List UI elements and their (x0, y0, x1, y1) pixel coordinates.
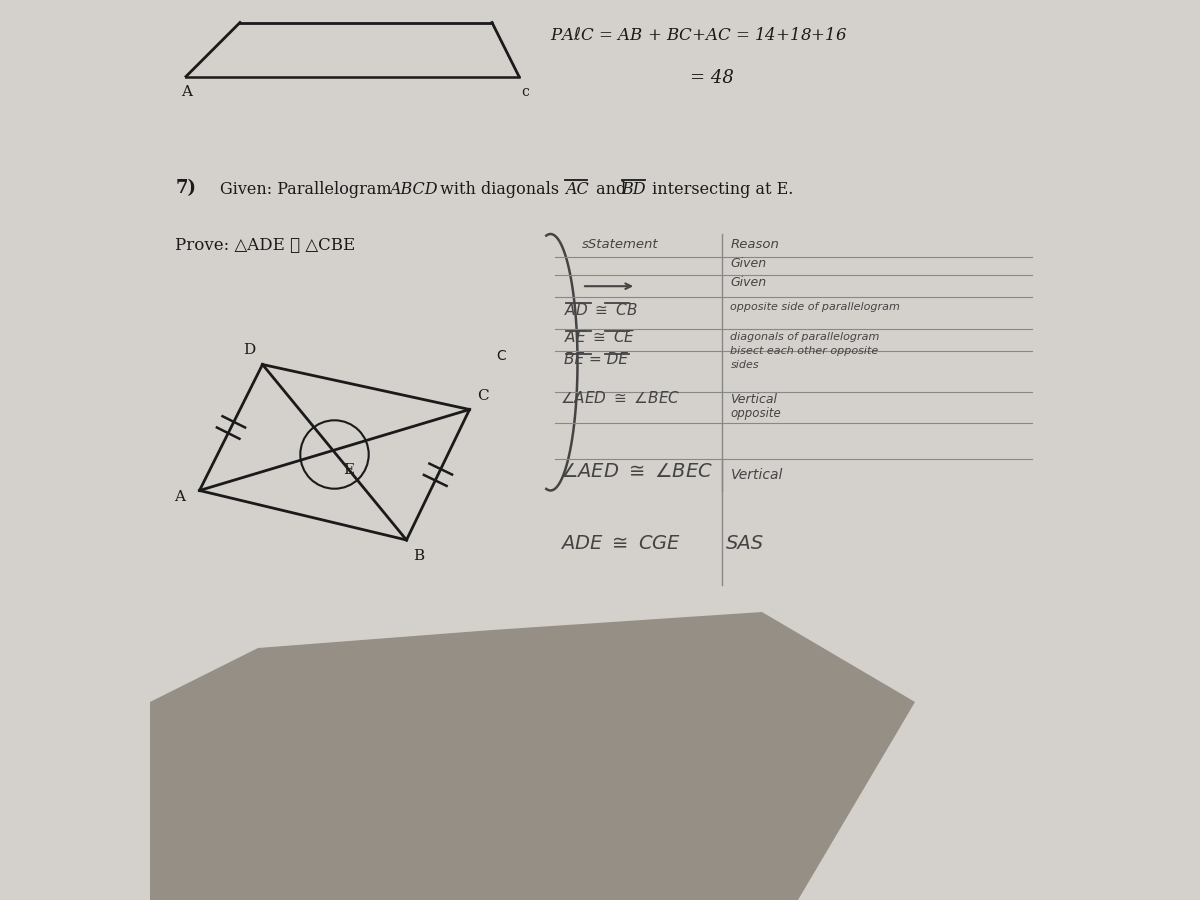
Text: BD: BD (622, 181, 647, 197)
Text: ADE $\cong$ CGE: ADE $\cong$ CGE (559, 534, 680, 553)
Text: sides: sides (731, 360, 760, 370)
Text: SAS: SAS (726, 534, 764, 553)
Text: A: A (174, 491, 185, 504)
Polygon shape (150, 612, 916, 900)
Text: $\angle$AED $\cong$ $\angle$BEC: $\angle$AED $\cong$ $\angle$BEC (559, 462, 713, 481)
Text: Vertical: Vertical (731, 393, 778, 406)
Text: E: E (343, 464, 355, 477)
Text: with diagonals: with diagonals (436, 181, 564, 197)
Text: $\angle$AED $\cong$ $\angle$BEC: $\angle$AED $\cong$ $\angle$BEC (559, 391, 679, 406)
Text: diagonals of parallelogram: diagonals of parallelogram (731, 332, 880, 342)
Text: BE = DE: BE = DE (564, 353, 628, 367)
Text: C: C (476, 390, 488, 403)
Text: Given: Given (731, 276, 767, 289)
Text: and: and (592, 181, 631, 197)
Text: opposite: opposite (731, 407, 781, 419)
Text: c: c (522, 86, 529, 99)
Text: AE $\cong$ CE: AE $\cong$ CE (564, 329, 636, 345)
Text: bisect each other opposite: bisect each other opposite (731, 346, 878, 356)
Text: ABCD: ABCD (389, 181, 438, 197)
Text: B: B (413, 549, 424, 562)
Text: = 48: = 48 (690, 68, 734, 86)
Text: C: C (497, 349, 506, 363)
Text: D: D (242, 343, 254, 356)
Text: A: A (181, 86, 192, 99)
Text: Vertical: Vertical (731, 468, 782, 482)
Text: intersecting at E.: intersecting at E. (647, 181, 793, 197)
Text: 7): 7) (175, 179, 197, 197)
Text: Reason: Reason (731, 238, 779, 250)
Text: Given: Parallelogram: Given: Parallelogram (221, 181, 397, 197)
Text: PA$\ell$C = AB + BC+AC = 14+18+16: PA$\ell$C = AB + BC+AC = 14+18+16 (551, 28, 847, 44)
Text: opposite side of parallelogram: opposite side of parallelogram (731, 302, 900, 312)
Text: Prove: △ADE ≅ △CBE: Prove: △ADE ≅ △CBE (175, 238, 355, 254)
Text: Given: Given (731, 257, 767, 270)
Text: sStatement: sStatement (582, 238, 659, 250)
Text: AC: AC (565, 181, 589, 197)
Text: AD $\cong$ CB: AD $\cong$ CB (564, 302, 637, 318)
